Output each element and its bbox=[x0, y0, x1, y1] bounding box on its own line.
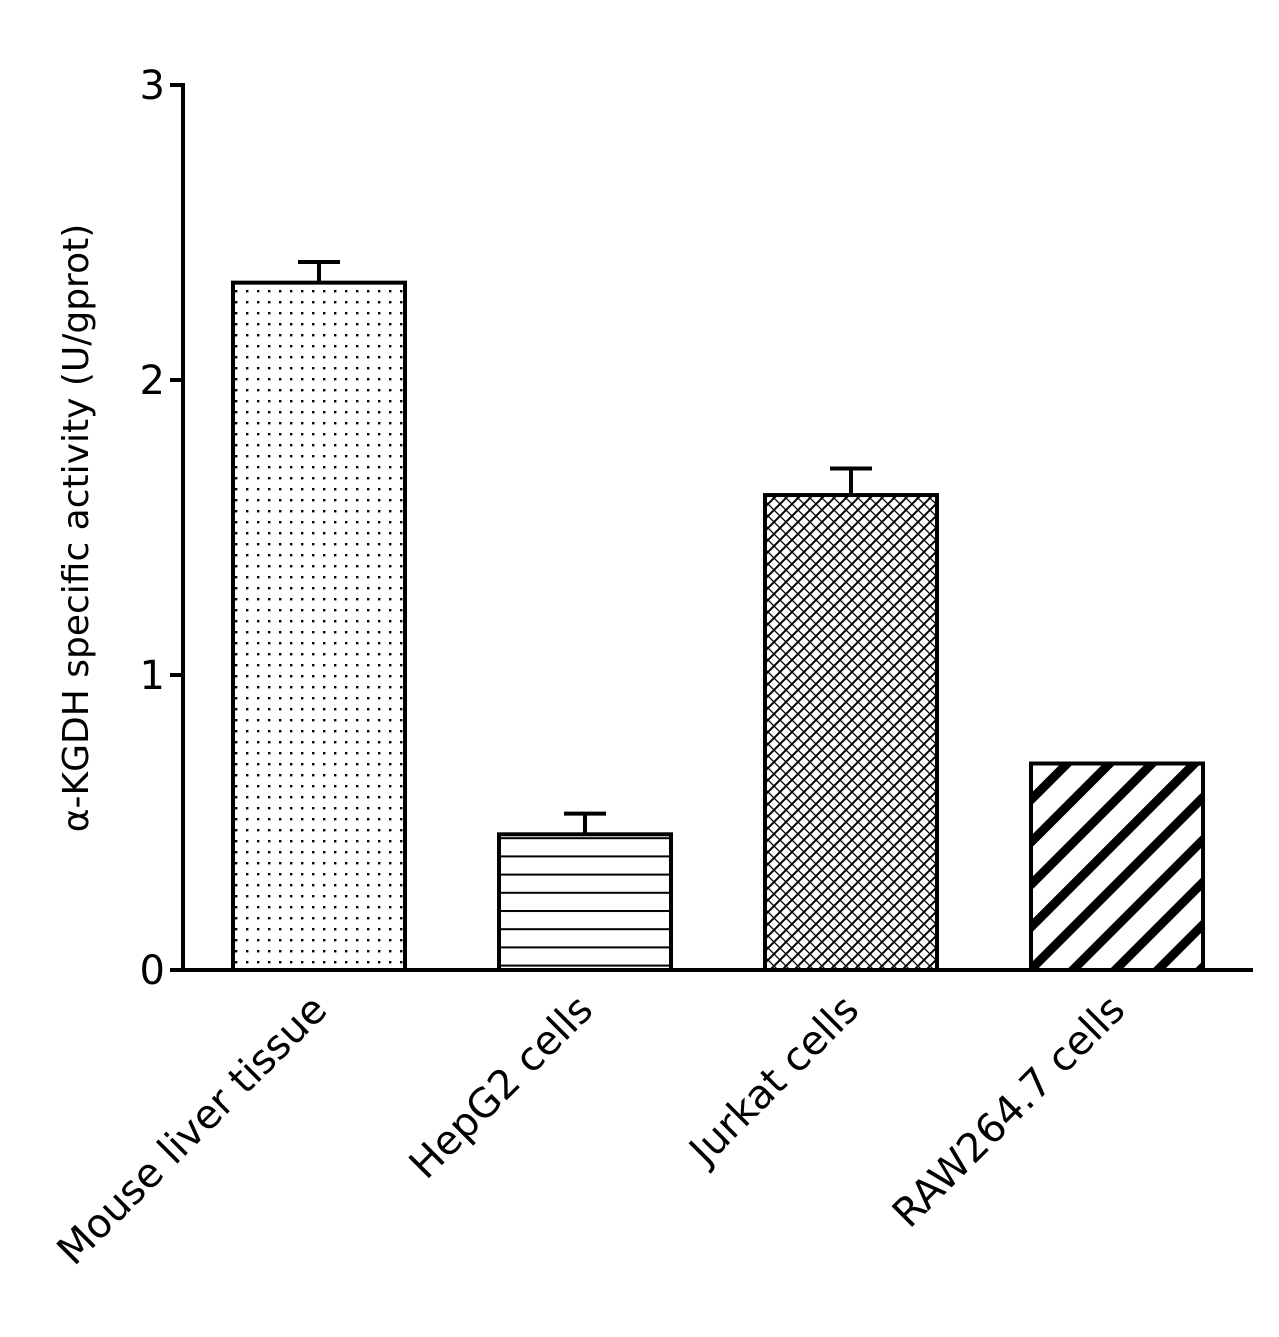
x-tick-label: Jurkat cells bbox=[679, 987, 868, 1176]
y-axis-label: α-KGDH specific activity (U/gprot) bbox=[56, 224, 97, 832]
bar-mouse-liver-tissue bbox=[231, 280, 407, 972]
x-tick-label: HepG2 cells bbox=[401, 987, 602, 1188]
y-tick-label: 1 bbox=[140, 653, 165, 699]
y-tick-label: 3 bbox=[140, 63, 165, 109]
x-tick-label: Mouse liver tissue bbox=[49, 987, 337, 1275]
bar-jurkat-cells bbox=[763, 493, 939, 972]
bar-hepg2-cells bbox=[497, 832, 673, 972]
y-tick-label: 0 bbox=[140, 948, 165, 994]
y-tick-label: 2 bbox=[140, 358, 165, 404]
bar-raw264-7-cells bbox=[1029, 761, 1205, 972]
x-tick-label: RAW264.7 cells bbox=[884, 987, 1134, 1237]
